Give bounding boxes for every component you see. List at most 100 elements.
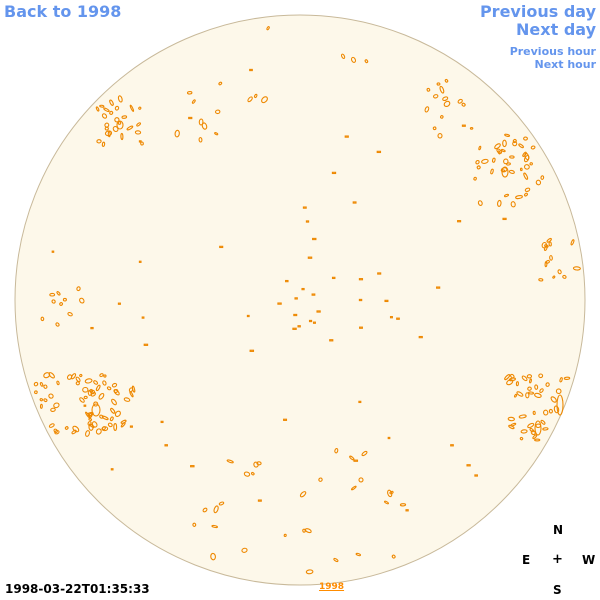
contour-mark: [506, 162, 511, 166]
contour-mark: [436, 82, 441, 86]
contour-mark: [164, 444, 168, 447]
contour-mark: [504, 133, 511, 137]
contour-mark: [117, 121, 122, 125]
back-to-year-link[interactable]: Back to 1998: [4, 2, 122, 21]
contour-mark: [334, 447, 339, 454]
contour-mark: [292, 327, 297, 330]
contour-mark: [101, 426, 109, 432]
contour-mark: [202, 507, 208, 513]
contour-mark: [285, 279, 289, 283]
contour-mark: [384, 299, 389, 303]
next-hour-link[interactable]: Next hour: [534, 58, 597, 71]
contour-mark: [186, 91, 193, 95]
previous-day-link[interactable]: Previous day: [479, 2, 596, 21]
contour-mark: [469, 127, 474, 130]
contour-mark: [88, 423, 95, 429]
contour-mark: [104, 130, 113, 137]
contour-mark: [549, 255, 553, 261]
contour-mark: [294, 297, 298, 300]
contour-mark: [249, 349, 255, 352]
contour-mark: [358, 298, 363, 302]
contour-mark: [53, 428, 58, 434]
year-link[interactable]: 1998: [319, 582, 345, 592]
contour-mark: [548, 408, 553, 414]
contour-loop: [116, 120, 124, 130]
contour-mark: [524, 192, 528, 197]
contour-mark: [352, 201, 357, 204]
contour-mark: [481, 158, 489, 164]
compass-south: S: [553, 583, 562, 597]
contour-mark: [39, 403, 43, 409]
contour-mark: [103, 107, 110, 113]
contour-mark: [43, 384, 48, 389]
contour-mark: [201, 122, 208, 130]
contour-mark: [377, 272, 382, 275]
contour-mark: [510, 201, 516, 208]
contour-mark: [109, 110, 114, 115]
contour-mark: [426, 87, 431, 92]
contour-mark: [344, 135, 349, 138]
contour-mark: [82, 386, 89, 393]
contour-mark: [440, 115, 444, 119]
contour-mark: [129, 391, 134, 398]
contour-mark: [277, 302, 282, 305]
contour-mark: [99, 373, 104, 378]
contour-mark: [79, 297, 85, 304]
contour-mark: [190, 465, 195, 468]
contour-mark: [299, 491, 307, 498]
contour-mark: [318, 477, 323, 482]
contour-mark: [305, 220, 310, 223]
contour-mark: [355, 552, 362, 557]
contour-mark: [364, 59, 369, 64]
contour-mark: [509, 155, 515, 159]
contour-mark: [253, 461, 259, 468]
contour-mark: [526, 374, 533, 379]
contour-mark: [331, 171, 337, 175]
contour-mark: [101, 141, 106, 147]
contour-mark: [516, 391, 524, 397]
contour-mark: [424, 106, 430, 113]
contour-mark: [141, 316, 145, 319]
contour-mark: [572, 266, 581, 271]
contour-mark: [241, 547, 248, 553]
contour-mark: [101, 415, 109, 421]
contour-mark: [96, 139, 102, 144]
contour-mark: [538, 278, 544, 282]
contour-mark: [249, 68, 253, 72]
contour-mark: [102, 380, 107, 386]
contour-mark: [542, 427, 549, 431]
contour-mark: [350, 485, 357, 491]
contour-mark: [518, 143, 524, 149]
contour-mark: [103, 374, 107, 378]
contour-mark: [51, 299, 56, 304]
contour-mark: [534, 392, 542, 399]
contour-mark: [477, 200, 483, 206]
contour-mark: [107, 130, 111, 138]
contour-mark: [507, 416, 515, 422]
previous-hour-link[interactable]: Previous hour: [509, 45, 596, 58]
contour-mark: [466, 464, 471, 467]
contour-mark: [111, 398, 117, 406]
contour-mark: [450, 444, 454, 447]
contour-mark: [114, 410, 121, 417]
contour-mark: [109, 99, 114, 106]
contour-mark: [514, 393, 518, 398]
contour-mark: [387, 489, 393, 498]
contour-mark: [88, 417, 93, 421]
contour-mark: [123, 397, 131, 402]
contour-mark: [476, 165, 481, 170]
compass-west: W: [582, 553, 596, 567]
contour-mark: [540, 419, 546, 425]
next-day-link[interactable]: Next day: [516, 20, 596, 39]
contour-mark: [213, 505, 219, 514]
contour-mark: [113, 423, 118, 431]
contour-mark: [129, 104, 135, 112]
contour-mark: [353, 459, 359, 462]
contour-mark: [312, 321, 316, 324]
contour-mark: [508, 169, 515, 174]
contour-mark: [106, 386, 112, 391]
contour-loop: [556, 394, 564, 416]
contour-mark: [140, 141, 144, 146]
contour-mark: [534, 384, 539, 390]
contour-mark: [405, 509, 409, 512]
